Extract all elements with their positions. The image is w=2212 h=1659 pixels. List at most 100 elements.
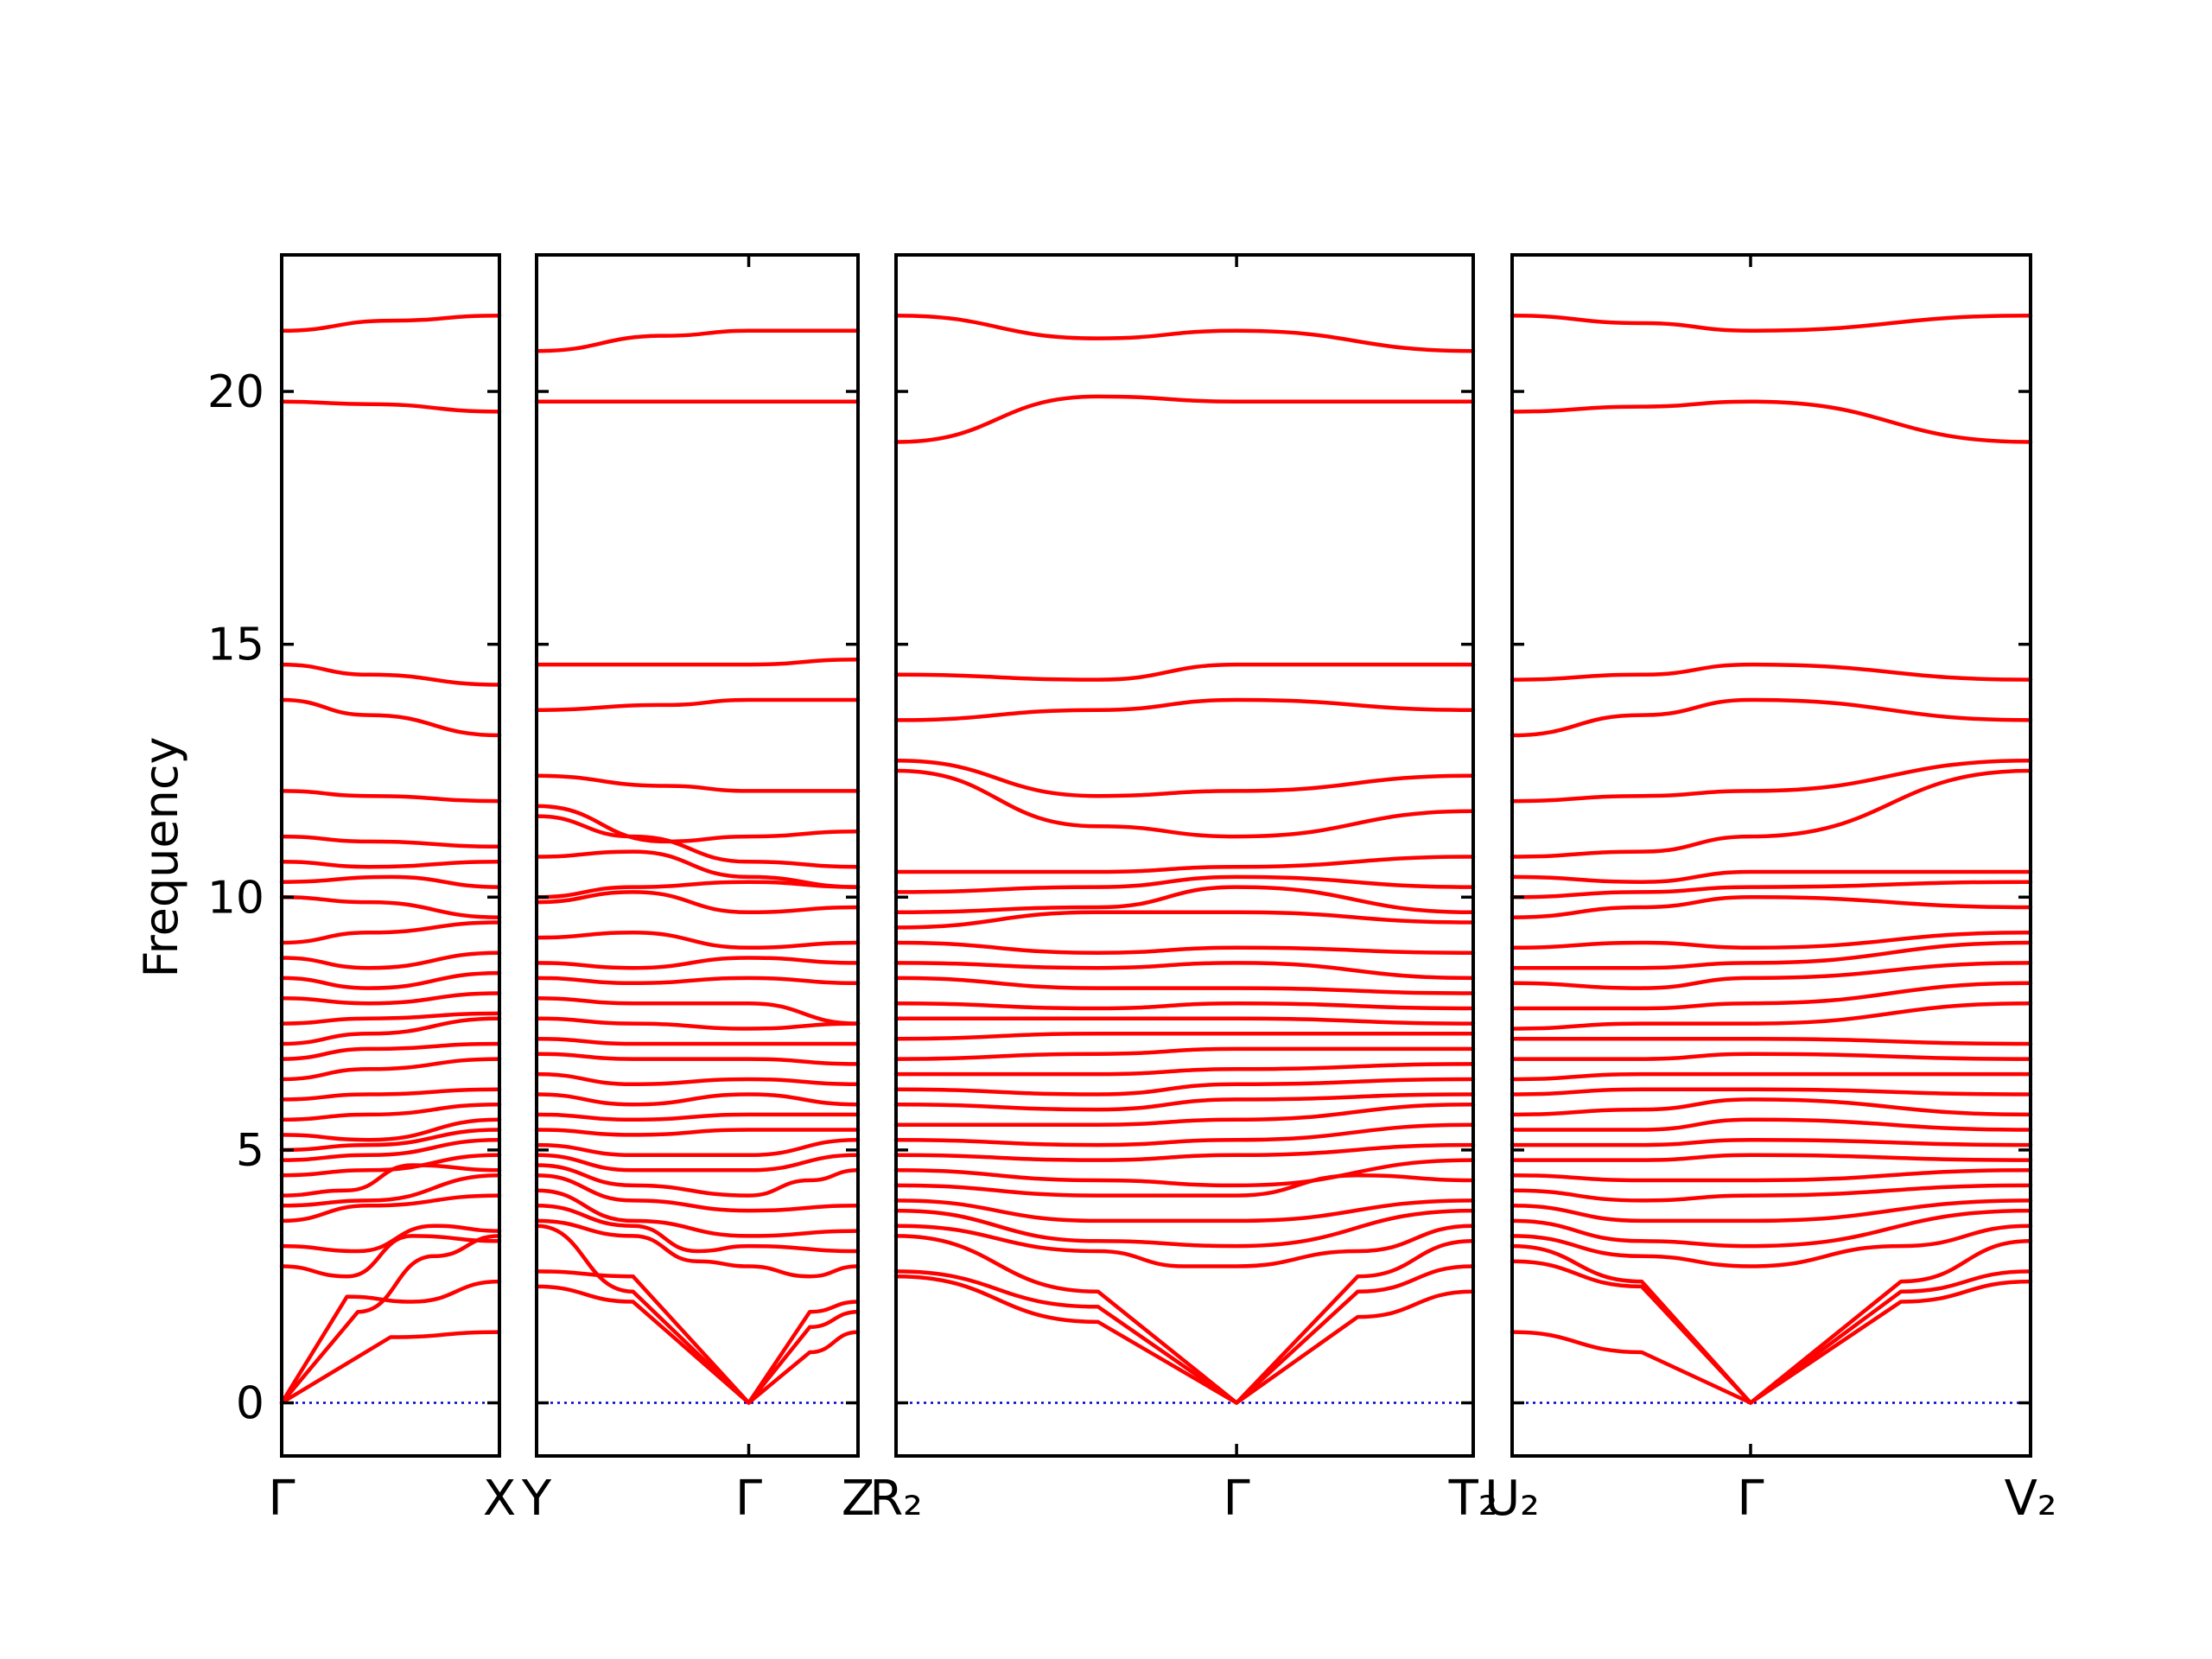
phonon-band [279, 1173, 502, 1208]
phonon-band [534, 804, 861, 844]
q-point-label: U₂ [1484, 1471, 1539, 1527]
phonon-band [534, 1128, 861, 1137]
q-point-label: Γ [1224, 1471, 1250, 1527]
phonon-band [534, 976, 861, 986]
phonon-band [279, 1193, 502, 1224]
phonon-band [279, 991, 502, 1006]
phonon-band [279, 860, 502, 869]
phonon-band [534, 1153, 861, 1173]
phonon-band [1510, 1117, 2033, 1132]
q-point-label: V₂ [2005, 1471, 2057, 1527]
phonon-band [534, 996, 861, 1026]
phonon-band [893, 940, 1476, 955]
phonon-band [279, 662, 502, 687]
panel-frame [894, 253, 1475, 1458]
phonon-band [893, 662, 1476, 682]
panel-frame [280, 253, 501, 1458]
y-tick-label: 15 [207, 620, 264, 671]
phonon-band [893, 1001, 1476, 1011]
phonon-band [893, 1032, 1476, 1041]
phonon-band [1510, 1087, 2033, 1096]
panel-frame [535, 253, 860, 1458]
phonon-band [279, 970, 502, 990]
phonon-band [534, 773, 861, 793]
panel-3: R₂ Γ T₂ [869, 253, 1498, 1527]
phonon-band [279, 1224, 502, 1254]
phonon-band [1510, 1224, 2033, 1268]
phonon-band [1510, 1137, 2033, 1147]
phonon-band [893, 874, 1476, 894]
y-tick-label: 20 [207, 366, 264, 418]
y-tick-label: 5 [236, 1125, 264, 1177]
phonon-band [279, 697, 502, 738]
phonon-band [279, 920, 502, 945]
q-point-label: Γ [268, 1471, 295, 1527]
phonon-band [893, 1234, 1476, 1405]
phonon-band [893, 910, 1476, 930]
phonon-band [893, 961, 1476, 981]
phonon-band [893, 759, 1476, 798]
phonon-band [1510, 940, 2033, 970]
phonon-band [534, 1052, 861, 1066]
phonon-band [1510, 961, 2033, 990]
phonon-band [893, 885, 1476, 915]
phonon-band [893, 1122, 1476, 1147]
phonon-band [893, 768, 1476, 839]
phonon-band [1510, 1153, 2033, 1162]
phonon-band [893, 1198, 1476, 1224]
y-tick-label: 10 [207, 872, 264, 924]
phonon-band [279, 1128, 502, 1153]
phonon-band [893, 1062, 1476, 1077]
phonon-band [1510, 895, 2033, 919]
phonon-band [893, 1077, 1476, 1096]
phonon-band [534, 1036, 861, 1046]
phonon-band [534, 1112, 861, 1122]
phonon-band [534, 1173, 861, 1213]
phonon-band [1510, 662, 2033, 682]
phonon-band [534, 1284, 861, 1405]
phonon-band [534, 814, 861, 869]
phonon-band [279, 1163, 502, 1198]
q-point-label: Γ [1737, 1471, 1764, 1527]
phonon-band [893, 1208, 1476, 1249]
phonon-band [534, 931, 861, 950]
panel-4: U₂ Γ V₂ [1484, 253, 2057, 1527]
phonon-band [893, 1092, 1476, 1112]
phonon-band [1510, 1168, 2033, 1183]
y-tick-labels: 0 5 10 15 20 [207, 366, 264, 1430]
phonon-band [1510, 1183, 2033, 1203]
phonon-band [893, 697, 1476, 722]
phonon-band [1510, 1036, 2033, 1046]
phonon-band [279, 834, 502, 849]
phonon-band [893, 855, 1476, 874]
phonon-band [534, 1163, 861, 1198]
phonon-band [279, 950, 502, 970]
phonon-band [534, 1137, 861, 1158]
phonon-band [893, 1142, 1476, 1162]
phonon-band [893, 976, 1476, 995]
phonon-band [534, 657, 861, 667]
phonon-band [1510, 1239, 2033, 1405]
phonon-band [1510, 880, 2033, 899]
y-tick-label: 0 [236, 1378, 264, 1430]
phonon-band [893, 1102, 1476, 1127]
phonon-band [1510, 759, 2033, 804]
q-point-label: R₂ [869, 1471, 922, 1527]
q-point-label: T₂ [1448, 1471, 1498, 1527]
phonon-band [1510, 1208, 2033, 1249]
phonon-band [1510, 768, 2033, 859]
phonon-band [534, 1269, 861, 1405]
phonon-band [279, 789, 502, 804]
phonon-band [279, 1330, 502, 1405]
phonon-band [279, 1057, 502, 1082]
phonon-band [279, 1234, 502, 1279]
phonon-band [279, 399, 502, 414]
phonon-band [1510, 313, 2033, 334]
phonon-band [893, 313, 1476, 353]
phonon-band [534, 849, 861, 889]
phonon-band [893, 1264, 1476, 1405]
phonon-band [1510, 1001, 2033, 1031]
phonon-band [534, 1071, 861, 1087]
phonon-band [1510, 1198, 2033, 1224]
